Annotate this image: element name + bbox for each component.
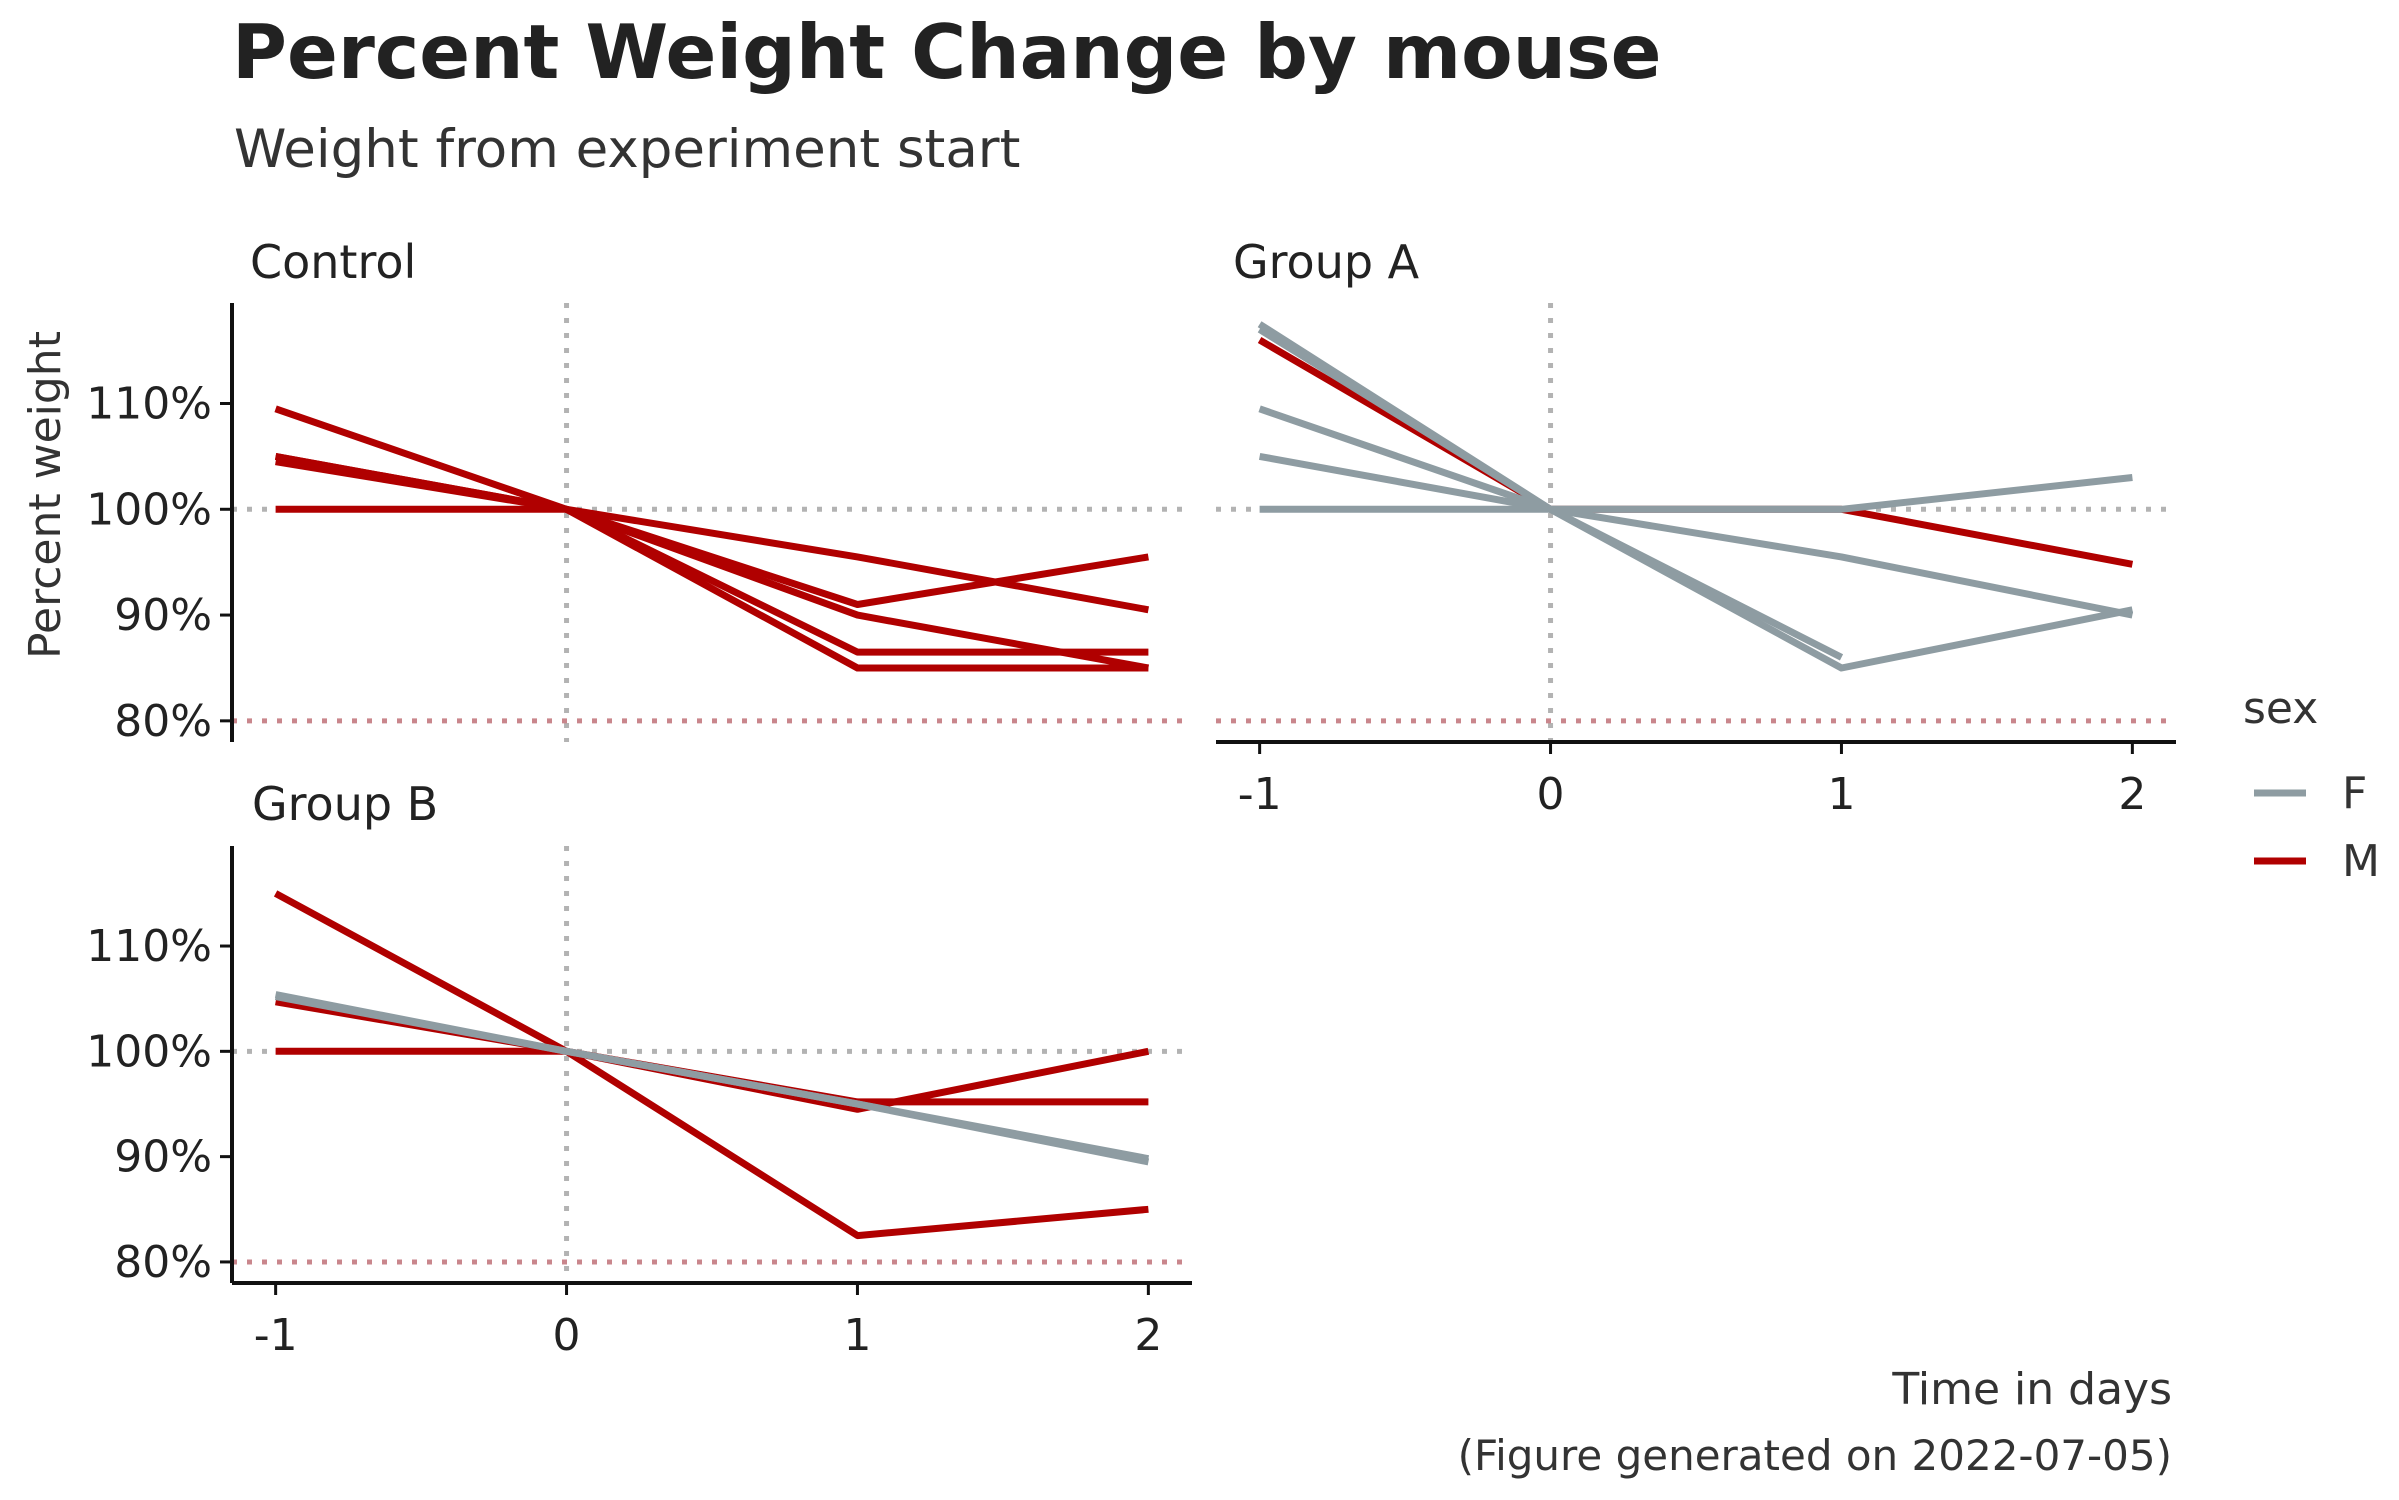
panel-group-a: Group A -1 0 1 2 — [1216, 235, 2176, 820]
x-tick-label: 0 — [1537, 769, 1565, 820]
panel-strip-label: Group B — [252, 777, 438, 831]
x-axis-title: Time in days — [1891, 1364, 2172, 1415]
legend-label-f: F — [2342, 768, 2367, 819]
panel-control: Control 80% 90% 100% 110% — [86, 235, 1192, 747]
chart-title: Percent Weight Change by mouse — [232, 8, 1662, 96]
series-line-m — [275, 458, 1150, 672]
panel-strip-label: Group A — [1233, 235, 1420, 289]
y-axis-title: Percent weight — [20, 331, 71, 659]
legend-label-m: M — [2342, 836, 2380, 887]
series-line-m — [273, 890, 1149, 1240]
y-tick-label: 80% — [114, 1237, 212, 1288]
x-tick-label: 1 — [1827, 769, 1855, 820]
y-tick-label: 100% — [86, 1026, 212, 1077]
x-tick-label: 2 — [1134, 1310, 1162, 1361]
x-tick-label: -1 — [1238, 769, 1282, 820]
series-line-m — [274, 452, 1149, 656]
chart-caption: (Figure generated on 2022-07-05) — [1458, 1431, 2172, 1480]
y-tick-label: 110% — [86, 921, 212, 972]
y-tick-label: 90% — [114, 1132, 212, 1183]
y-tick-label: 80% — [114, 696, 212, 747]
series-line-f — [1258, 452, 2133, 513]
x-tick-label: -1 — [254, 1310, 298, 1361]
chart-subtitle: Weight from experiment start — [234, 119, 1020, 180]
y-tick-label: 100% — [86, 484, 212, 535]
x-tick-label: 0 — [553, 1310, 581, 1361]
legend: sex F M — [2243, 683, 2380, 887]
y-tick-label: 90% — [114, 590, 212, 641]
legend-title: sex — [2243, 683, 2318, 734]
panel-group-b: Group B 80% 90% 100% 110% -1 0 1 2 — [86, 777, 1192, 1361]
series-line-f — [274, 991, 1150, 1166]
x-tick-label: 2 — [2118, 769, 2146, 820]
series-line-f — [1257, 321, 2134, 672]
y-tick-label: 110% — [86, 378, 212, 429]
series-line-m — [275, 505, 1149, 672]
series-line-f — [1258, 405, 2134, 619]
x-tick-label: 1 — [843, 1310, 871, 1361]
panel-strip-label: Control — [250, 235, 416, 289]
